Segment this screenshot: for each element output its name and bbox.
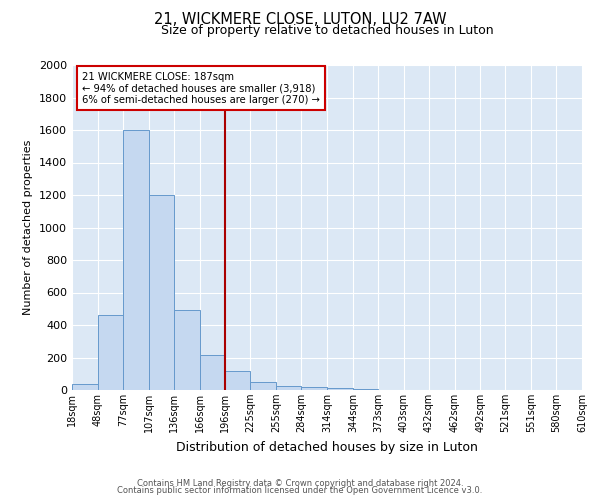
Bar [250,382,276,390]
Bar [149,195,173,390]
Bar [123,130,149,390]
Text: 21 WICKMERE CLOSE: 187sqm
← 94% of detached houses are smaller (3,918)
6% of sem: 21 WICKMERE CLOSE: 187sqm ← 94% of detac… [82,72,320,104]
Bar [173,310,199,390]
Bar [199,355,226,390]
Y-axis label: Number of detached properties: Number of detached properties [23,140,34,315]
Bar [353,389,378,390]
Bar [327,388,353,390]
Bar [301,387,327,390]
X-axis label: Distribution of detached houses by size in Luton: Distribution of detached houses by size … [176,440,478,454]
Title: Size of property relative to detached houses in Luton: Size of property relative to detached ho… [161,24,493,38]
Bar [226,370,250,390]
Text: 21, WICKMERE CLOSE, LUTON, LU2 7AW: 21, WICKMERE CLOSE, LUTON, LU2 7AW [154,12,446,28]
Bar [72,384,98,390]
Bar [276,386,301,390]
Bar [98,316,123,390]
Text: Contains HM Land Registry data © Crown copyright and database right 2024.: Contains HM Land Registry data © Crown c… [137,478,463,488]
Text: Contains public sector information licensed under the Open Government Licence v3: Contains public sector information licen… [118,486,482,495]
